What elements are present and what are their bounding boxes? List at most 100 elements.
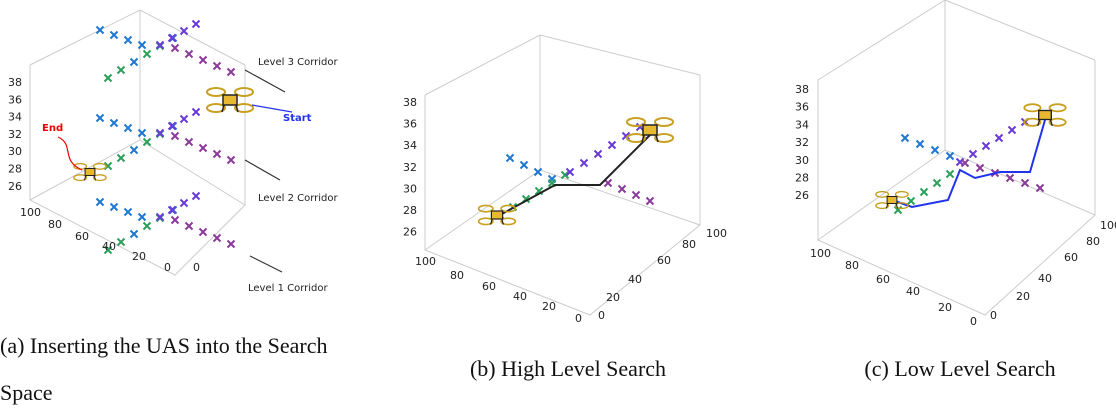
x-tick-label: 60 bbox=[876, 273, 890, 286]
z-tick-label: 28 bbox=[403, 204, 417, 217]
x-tick-label: 40 bbox=[906, 285, 920, 298]
marker bbox=[198, 227, 208, 237]
y-tick-label: 80 bbox=[1086, 235, 1100, 248]
marker bbox=[155, 212, 165, 222]
marker bbox=[103, 73, 113, 83]
y-tick-label: 20 bbox=[1016, 290, 1030, 303]
marker bbox=[617, 184, 627, 194]
marker bbox=[212, 61, 222, 71]
corridor-markers bbox=[95, 19, 1045, 255]
marker bbox=[167, 33, 177, 43]
drone bbox=[73, 162, 107, 182]
marker bbox=[179, 114, 189, 124]
marker bbox=[109, 202, 119, 212]
wireframes bbox=[29, 0, 1096, 316]
drones bbox=[73, 87, 1067, 226]
y-tick-label: 40 bbox=[628, 273, 642, 286]
marker bbox=[129, 57, 139, 67]
rotor bbox=[1023, 103, 1042, 113]
z-tick-label: 26 bbox=[403, 226, 417, 239]
y-tick-label: 60 bbox=[1064, 251, 1078, 264]
annotation: Level 1 Corridor bbox=[248, 283, 329, 294]
marker bbox=[519, 160, 529, 170]
drone bbox=[875, 190, 909, 210]
y-tick-label: 80 bbox=[682, 238, 696, 251]
rotor bbox=[206, 103, 226, 113]
x-tick-label: 80 bbox=[450, 269, 464, 282]
marker bbox=[123, 123, 133, 133]
marker bbox=[123, 207, 133, 217]
z-tick-label: 28 bbox=[795, 172, 809, 185]
rotor bbox=[894, 190, 909, 198]
legs bbox=[490, 218, 504, 225]
marker bbox=[116, 237, 126, 247]
rotor bbox=[894, 202, 909, 210]
marker bbox=[1007, 125, 1017, 135]
marker bbox=[560, 170, 570, 180]
marker bbox=[226, 67, 236, 77]
rotor bbox=[626, 133, 646, 143]
marker bbox=[116, 153, 126, 163]
legs bbox=[885, 203, 899, 209]
z-tick-label: 36 bbox=[795, 101, 809, 114]
marker bbox=[123, 35, 133, 45]
y-tick-label: 100 bbox=[1100, 219, 1116, 232]
caption: (a) Inserting the UAS into the Search Sp… bbox=[0, 333, 328, 405]
marker bbox=[191, 191, 201, 201]
z-tick-label: 30 bbox=[795, 154, 809, 167]
marker bbox=[565, 167, 575, 177]
low-level-path bbox=[891, 119, 1046, 209]
marker bbox=[919, 187, 929, 197]
body bbox=[490, 210, 504, 220]
drone bbox=[477, 204, 517, 226]
body bbox=[84, 167, 96, 177]
figure: 38 36 34 32 30 28 26 100 80 60 40 20 0 0 38 36 34 32 30 28 2… bbox=[0, 0, 1116, 405]
x-tick-label: 20 bbox=[542, 300, 556, 313]
rotor bbox=[875, 202, 890, 210]
marker bbox=[109, 118, 119, 128]
z-tick-label: 32 bbox=[403, 161, 417, 174]
x-tick-label: 60 bbox=[75, 230, 89, 243]
annotation: End bbox=[42, 123, 63, 134]
marker bbox=[945, 169, 955, 179]
marker bbox=[103, 245, 113, 255]
z-tick-label: 36 bbox=[403, 118, 417, 131]
marker bbox=[593, 149, 603, 159]
z-tick-label: 38 bbox=[795, 83, 809, 96]
rotor bbox=[477, 217, 494, 226]
marker bbox=[137, 40, 147, 50]
marker bbox=[170, 215, 180, 225]
marker bbox=[167, 205, 177, 215]
legs bbox=[641, 134, 659, 143]
drone bbox=[206, 87, 254, 113]
rotor bbox=[500, 217, 517, 226]
z-tick-label: 28 bbox=[8, 163, 22, 176]
marker bbox=[968, 149, 978, 159]
y-tick-label: 100 bbox=[706, 227, 727, 240]
z-tick-label: 26 bbox=[8, 180, 22, 193]
marker bbox=[191, 107, 201, 117]
marker bbox=[212, 149, 222, 159]
x-tick-label: 40 bbox=[102, 240, 116, 253]
rotor bbox=[234, 87, 254, 97]
marker bbox=[142, 49, 152, 59]
arrows bbox=[57, 69, 293, 273]
marker bbox=[900, 133, 910, 143]
x-tick-label: 20 bbox=[938, 301, 952, 314]
rotor bbox=[654, 133, 674, 143]
marker bbox=[116, 65, 126, 75]
marker bbox=[981, 141, 991, 151]
marker bbox=[191, 19, 201, 29]
rotor bbox=[1023, 117, 1042, 127]
marker bbox=[155, 40, 165, 50]
y-tick-label: 40 bbox=[1038, 272, 1052, 285]
marker bbox=[167, 121, 177, 131]
marker bbox=[170, 131, 180, 141]
marker bbox=[137, 128, 147, 138]
y-tick-label: 0 bbox=[990, 309, 997, 322]
z-tick-label: 34 bbox=[8, 111, 22, 124]
marker bbox=[533, 167, 543, 177]
marker bbox=[645, 196, 655, 206]
z-tick-label: 38 bbox=[8, 76, 22, 89]
